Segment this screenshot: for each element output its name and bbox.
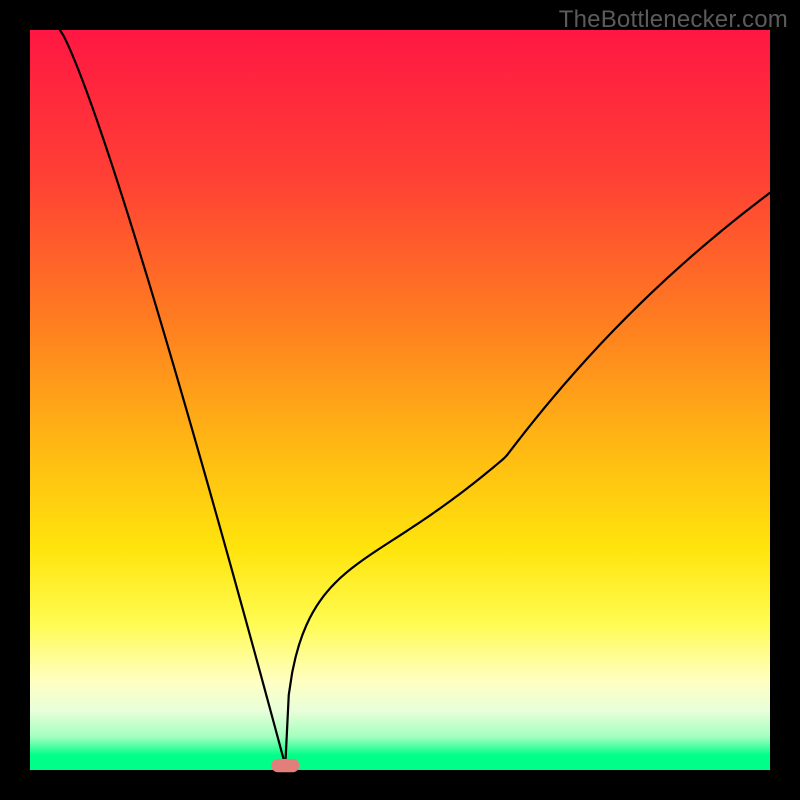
watermark-text: TheBottlenecker.com bbox=[559, 6, 788, 34]
optimum-marker bbox=[271, 759, 299, 772]
bottleneck-curve bbox=[0, 0, 800, 800]
root: TheBottlenecker.com bbox=[0, 0, 800, 800]
